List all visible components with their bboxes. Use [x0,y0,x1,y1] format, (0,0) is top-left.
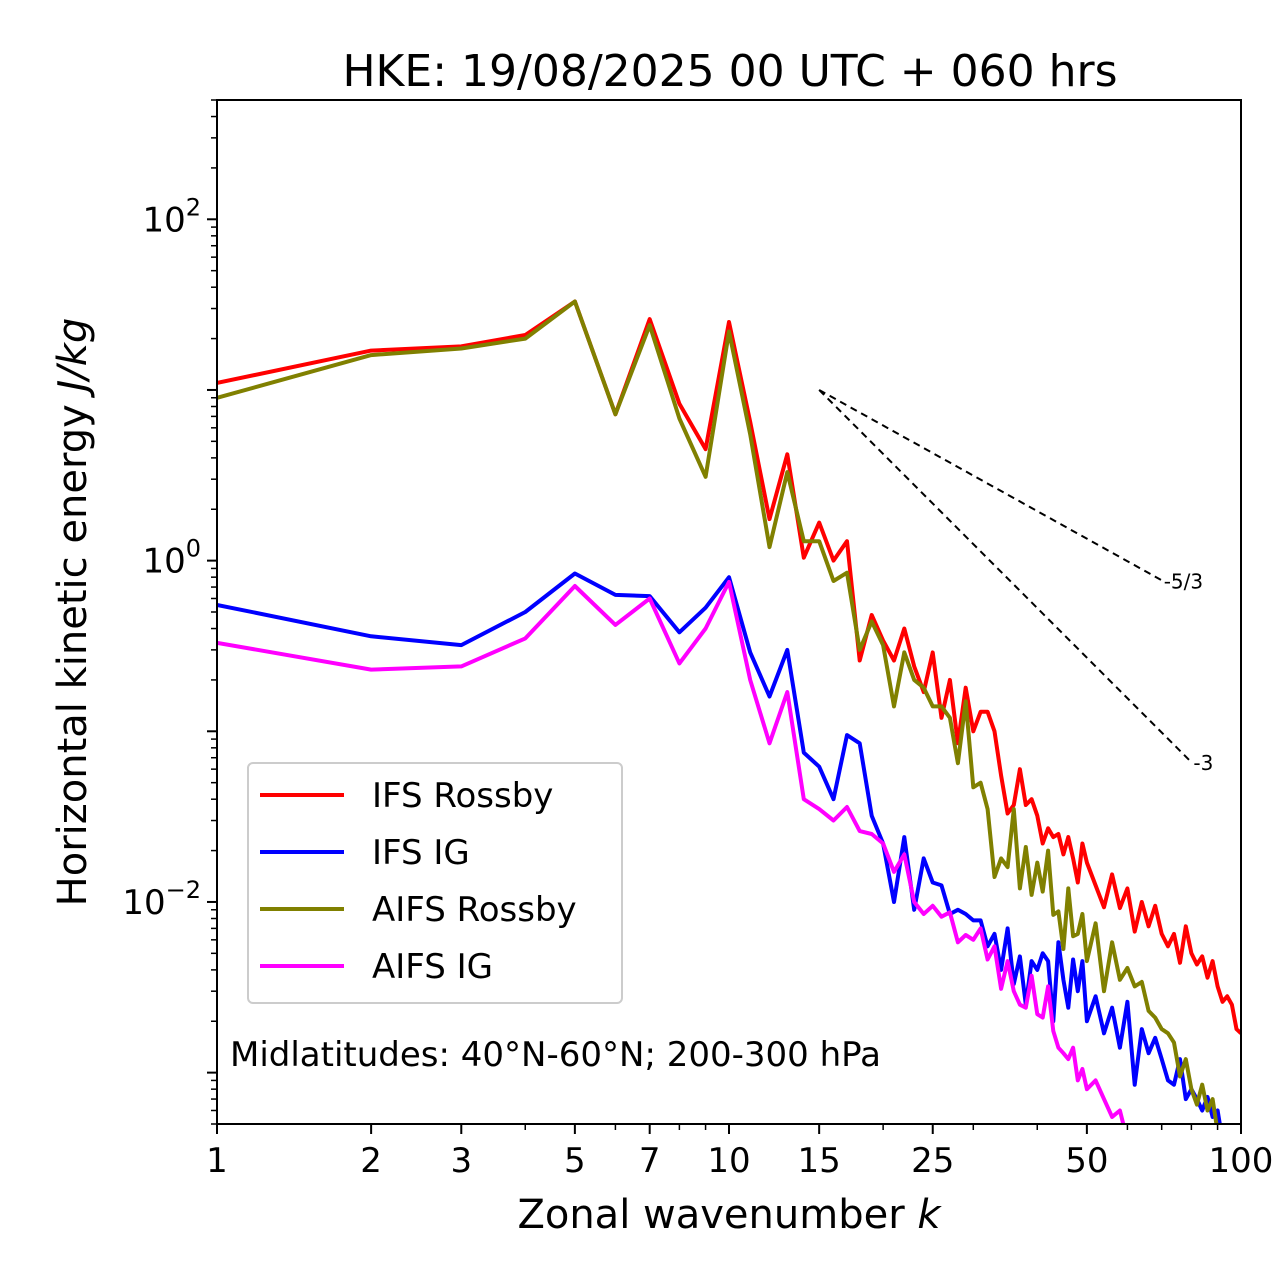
legend-label-ifs-rossby: IFS Rossby [372,776,553,816]
ref-slope-label-5-3: -5/3 [1164,569,1203,593]
legend-label-aifs-rossby: AIFS Rossby [372,890,577,930]
x-tick-label-50: 50 [1065,1141,1108,1181]
x-tick-label-7: 7 [639,1141,661,1181]
y-tick-label-10e0: 100 [142,535,201,582]
x-tick-label-3: 3 [450,1141,472,1181]
ref-slope-label-3: -3 [1193,751,1213,775]
x-axis-label-text: Zonal wavenumber [517,1192,905,1238]
x-axis-label-var: k [917,1192,942,1238]
y-axis: 102 100 10−2 [122,99,217,1125]
chart-title: HKE: 19/08/2025 00 UTC + 060 hrs [342,46,1117,97]
y-tick-label-10e-2: 10−2 [122,876,201,923]
legend-label-aifs-ig: AIFS IG [372,947,493,987]
series-group [217,299,1241,1124]
y-axis-label-unit: J/kg [50,318,96,399]
reference-slope-labels: -5/3 -3 [1164,569,1214,775]
reference-slope-group [818,389,1193,763]
region-annotation: Midlatitudes: 40°N-60°N; 200-300 hPa [230,1035,881,1075]
x-tick-label-25: 25 [911,1141,954,1181]
y-axis-label: Horizontal kinetic energy J/kg [50,318,96,907]
series-line-aifs-rossby [217,299,1219,1124]
legend: IFS Rossby IFS IG AIFS Rossby AIFS IG [247,762,623,1004]
x-tick-label-100: 100 [1209,1141,1274,1181]
legend-label-ifs-ig: IFS IG [372,833,470,873]
ref-slope-line-3 [818,389,1193,763]
legend-entries: IFS Rossby IFS IG AIFS Rossby AIFS IG [260,776,577,987]
y-axis-label-text: Horizontal kinetic energy [50,404,96,906]
legend-box [247,762,623,1004]
x-tick-label-5: 5 [564,1141,586,1181]
x-tick-label-15: 15 [798,1141,841,1181]
x-tick-label-2: 2 [360,1141,382,1181]
x-tick-label-10: 10 [707,1141,750,1181]
x-axis: 1 2 3 5 7 10 15 25 50 100 [206,1124,1273,1181]
y-tick-label-10e2: 102 [142,193,201,240]
series-line-aifs-ig [217,579,1126,1124]
ref-slope-line-5-3 [818,389,1163,582]
x-axis-label: Zonal wavenumber k [517,1192,942,1238]
x-tick-label-1: 1 [206,1141,228,1181]
